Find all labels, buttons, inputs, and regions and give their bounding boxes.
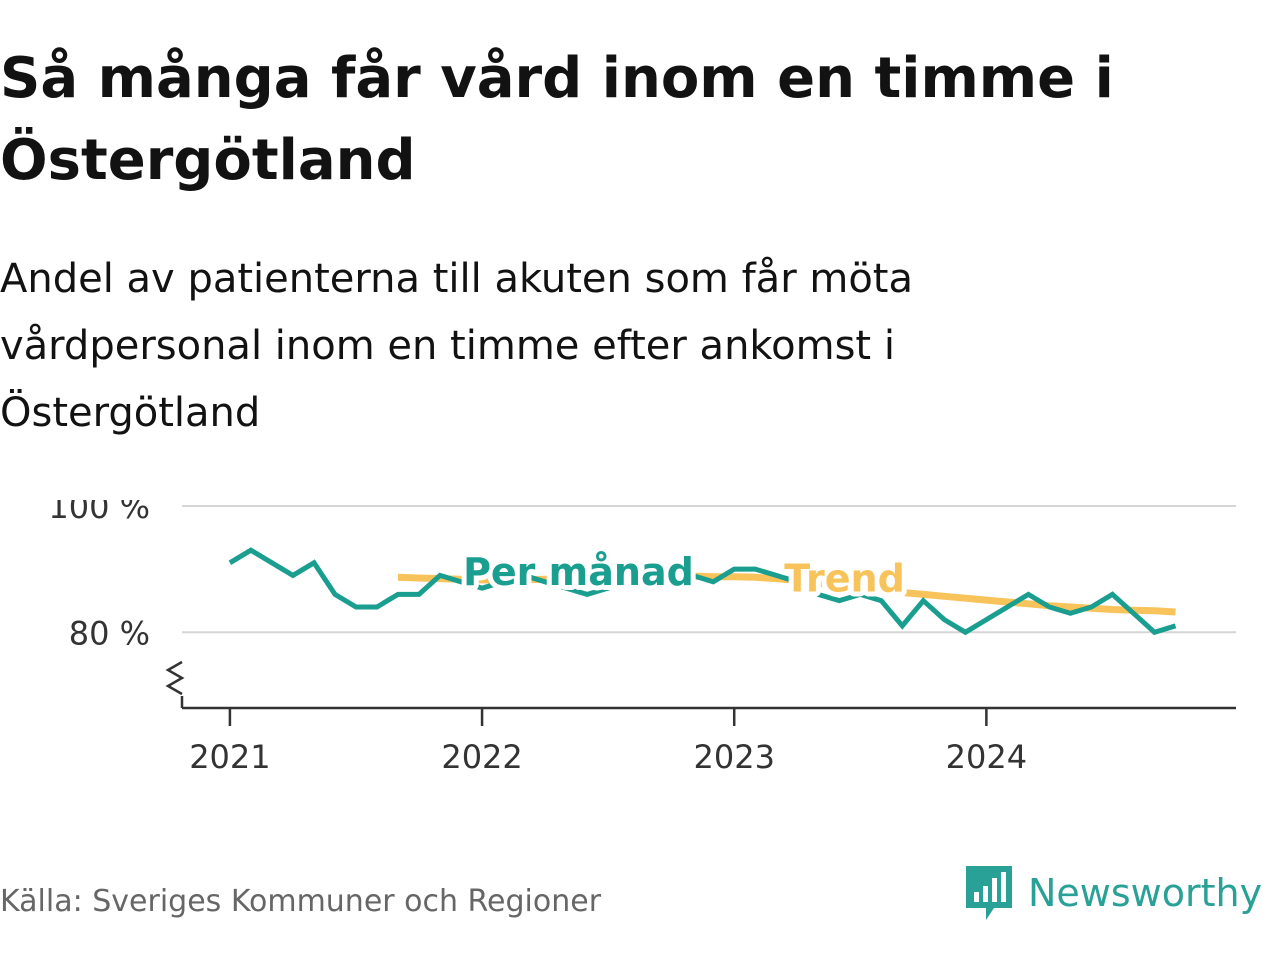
monthly-line xyxy=(228,547,1177,636)
x-tick-label: 2022 xyxy=(441,738,522,776)
line-chart: Per månad Trend 100 %80 % 2021 2022 2023 202… xyxy=(48,500,1236,776)
y-axis-ticks: 100 % 80 % xyxy=(48,500,150,652)
source-note: Källa: Sveriges Kommuner och Regioner xyxy=(0,884,602,919)
brand-name: Newsworthy xyxy=(1028,871,1263,915)
y-tick-label: 100 % xyxy=(48,500,150,526)
axis-break-icon xyxy=(165,660,185,708)
y-tick-label: 80 % xyxy=(69,614,150,652)
x-tick-label: 2023 xyxy=(693,738,774,776)
series-lines xyxy=(228,547,1177,636)
x-tick-label: 2024 xyxy=(946,738,1027,776)
axis-break-zigzag xyxy=(165,660,185,696)
chart-subtitle: Andel av patienterna till akuten som får… xyxy=(0,256,913,436)
newsworthy-logo[interactable]: Newsworthy xyxy=(964,864,1262,922)
series-labels: Per månad Trend xyxy=(458,545,910,605)
x-tick-label: 2021 xyxy=(189,738,270,776)
x-axis-ticks: 2021 2022 2023 2024 xyxy=(189,708,1027,776)
chart-title: Så många får vård inom en timme i Österg… xyxy=(0,46,1114,193)
gridlines xyxy=(182,505,1236,634)
newsworthy-logo-icon xyxy=(966,866,1012,920)
label-trend: Trend xyxy=(784,556,905,600)
label-per-manad: Per månad xyxy=(463,550,694,594)
